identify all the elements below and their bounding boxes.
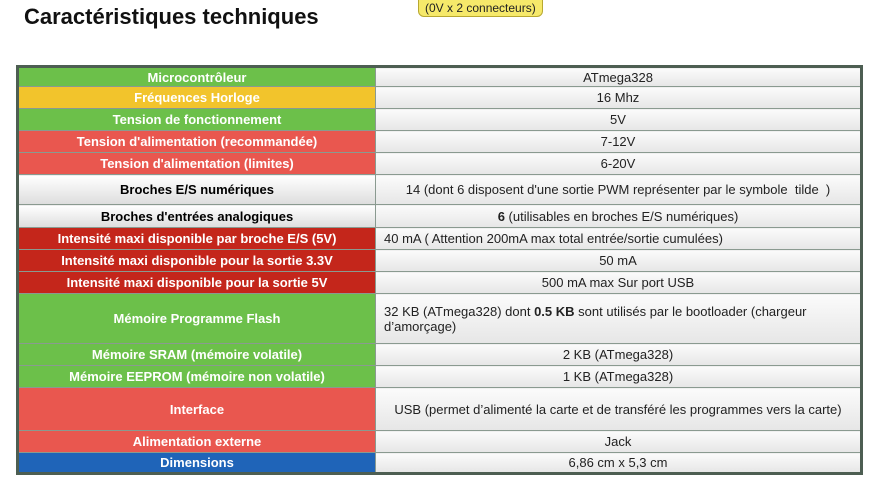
- value: 1 KB (ATmega328): [375, 365, 862, 388]
- value-part: 32 KB (ATmega328) dont: [384, 303, 535, 319]
- label: Tension de fonctionnement: [17, 108, 376, 131]
- label: Broches d'entrées analogiques: [17, 204, 376, 228]
- label: Mémoire EEPROM (mémoire non volatile): [17, 365, 376, 388]
- value-part: 0.5 KB: [534, 303, 575, 319]
- row: Broches d'entrées analogiques 6 (utilisab…: [17, 204, 862, 228]
- label: Mémoire SRAM (mémoire volatile): [17, 343, 376, 366]
- value: 14 (dont 6 disposent d'une sortie PWM re…: [375, 174, 862, 205]
- label: Intensité maxi disponible par broche E/S…: [17, 227, 376, 250]
- value: ATmega328: [375, 66, 862, 87]
- row: Mémoire SRAM (mémoire volatile) 2 KB (ATm…: [17, 343, 862, 366]
- row: Broches E/S numériques 14 (dont 6 dispose…: [17, 174, 862, 205]
- spec-table: Microcontrôleur ATmega328 Fréquences Horlo…: [16, 65, 863, 475]
- value: 7-12V: [375, 130, 862, 153]
- badge: (0V x 2 connecteurs): [418, 0, 543, 17]
- value: 500 mA max Sur port USB: [375, 271, 862, 294]
- row: Intensité maxi disponible pour la sortie…: [17, 249, 862, 272]
- label: Alimentation externe: [17, 430, 376, 453]
- value-part: (utilisables en broches E/S numériques): [504, 208, 739, 224]
- value: 40 mA ( Attention 200mA max total entrée…: [375, 227, 862, 250]
- row: Interface USB (permet d’alimenté la carte…: [17, 387, 862, 431]
- title: Caractéristiques techniques: [24, 4, 319, 29]
- value: 32 KB (ATmega328) dont 0.5 KB sont utili…: [375, 293, 862, 344]
- label: Mémoire Programme Flash: [17, 293, 376, 344]
- row: Mémoire Programme Flash 32 KB (ATmega328)…: [17, 293, 862, 344]
- label: Tension d'alimentation (limites): [17, 152, 376, 175]
- label: Fréquences Horloge: [17, 86, 376, 109]
- label: Intensité maxi disponible pour la sortie…: [17, 271, 376, 294]
- value: 2 KB (ATmega328): [375, 343, 862, 366]
- value: 50 mA: [375, 249, 862, 272]
- row: Alimentation externe Jack: [17, 430, 862, 453]
- row: Intensité maxi disponible par broche E/S…: [17, 227, 862, 250]
- value: 5V: [375, 108, 862, 131]
- row: Tension d'alimentation (recommandée) 7-12…: [17, 130, 862, 153]
- value: Jack: [375, 430, 862, 453]
- row: Tension d'alimentation (limites) 6-20V: [17, 152, 862, 175]
- row: Mémoire EEPROM (mémoire non volatile) 1 K…: [17, 365, 862, 388]
- row: Intensité maxi disponible pour la sortie…: [17, 271, 862, 294]
- value: 6 (utilisables en broches E/S numériques…: [375, 204, 862, 228]
- row: Dimensions 6,86 cm x 5,3 cm: [17, 452, 862, 474]
- value: 6,86 cm x 5,3 cm: [375, 452, 862, 474]
- label: Microcontrôleur: [17, 66, 376, 87]
- row: Fréquences Horloge 16 Mhz: [17, 86, 862, 109]
- value-part: 6: [497, 208, 505, 224]
- label: Dimensions: [17, 452, 376, 474]
- value-part: sont utilisés par le bootloader (chargeu…: [384, 303, 807, 334]
- label: Broches E/S numériques: [17, 174, 376, 205]
- label: Intensité maxi disponible pour la sortie…: [17, 249, 376, 272]
- row: Tension de fonctionnement 5V: [17, 108, 862, 131]
- label: Tension d'alimentation (recommandée): [17, 130, 376, 153]
- label: Interface: [17, 387, 376, 431]
- value: 6-20V: [375, 152, 862, 175]
- value: USB (permet d’alimenté la carte et de tr…: [375, 387, 862, 431]
- row: Microcontrôleur ATmega328: [17, 66, 862, 87]
- value: 16 Mhz: [375, 86, 862, 109]
